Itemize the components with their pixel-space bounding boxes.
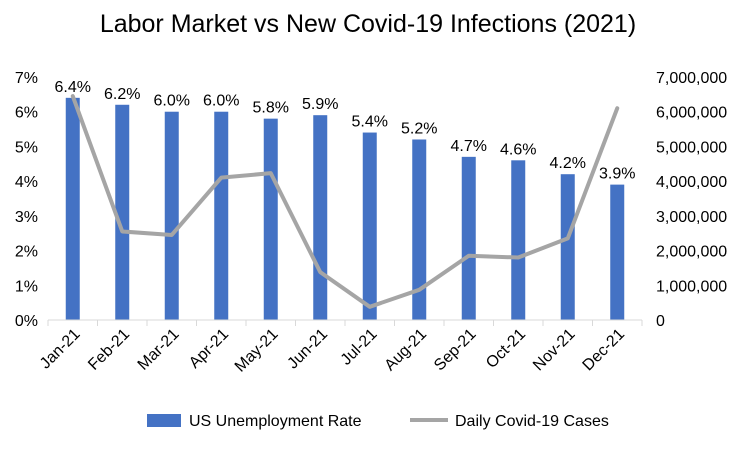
x-axis-tick-label: Mar-21	[135, 326, 183, 374]
bar-unemployment-Feb-21	[115, 104, 130, 321]
right-axis-tick-label: 3,000,000	[656, 209, 727, 226]
left-axis-tick-label: 0%	[15, 313, 38, 330]
left-axis-tick-label: 7%	[15, 70, 38, 87]
legend-label-covid: Daily Covid-19 Cases	[455, 413, 609, 430]
legend-swatch-unemployment	[147, 414, 181, 427]
data-label-Sep-21: 4.7%	[451, 138, 487, 155]
data-label-May-21: 5.8%	[253, 100, 289, 117]
data-label-Oct-21: 4.6%	[500, 141, 536, 158]
x-axis-tick-label: Nov-21	[530, 326, 579, 375]
left-axis-tick-label: 3%	[15, 209, 38, 226]
right-axis-tick-label: 6,000,000	[656, 105, 727, 122]
data-label-Dec-21: 3.9%	[599, 166, 635, 183]
right-axis-tick-label: 5,000,000	[656, 139, 727, 156]
bar-unemployment-Jul-21	[362, 132, 377, 320]
left-axis-tick-label: 1%	[15, 278, 38, 295]
right-axis-tick-label: 4,000,000	[656, 174, 727, 191]
x-axis-tick-label: Jan-21	[37, 326, 84, 373]
data-labels: 6.4% 6.2% 6.0% 6.0% 5.8% 5.9% 5.4% 5.2% 4.7% 4.6%…	[55, 79, 636, 183]
x-axis-tick-label: Sep-21	[431, 326, 480, 375]
x-axis-tick-label: Aug-21	[382, 326, 431, 375]
x-axis-tick-label: Dec-21	[580, 326, 629, 375]
x-axis-tick-label: May-21	[232, 326, 282, 376]
bar-unemployment-Mar-21	[164, 111, 179, 320]
data-label-Aug-21: 5.2%	[401, 120, 437, 137]
legend-label-unemployment: US Unemployment Rate	[189, 413, 362, 430]
right-axis-tick-label: 7,000,000	[656, 70, 727, 87]
left-axis-tick-label: 4%	[15, 174, 38, 191]
data-label-Jan-21: 6.4%	[55, 79, 91, 96]
bar-unemployment-Nov-21	[560, 174, 575, 320]
x-axis: Jan-21 Feb-21 Mar-21 Apr-21 May-21 Jun-21 Jul-…	[37, 319, 643, 376]
legend: US Unemployment Rate Daily Covid-19 Cases	[147, 413, 609, 430]
x-axis-tick-label: Apr-21	[186, 326, 232, 372]
bar-series	[65, 97, 625, 321]
bar-unemployment-Dec-21	[610, 184, 625, 320]
bar-unemployment-Apr-21	[214, 111, 229, 320]
x-axis-tick-label: Feb-21	[85, 326, 133, 374]
x-axis-tick-label: Jun-21	[284, 326, 331, 373]
right-axis-tick-label: 2,000,000	[656, 244, 727, 261]
chart-title: Labor Market vs New Covid-19 Infections …	[100, 10, 636, 38]
left-axis-tick-label: 2%	[15, 244, 38, 261]
data-label-Mar-21: 6.0%	[154, 93, 190, 110]
x-axis-tick-label: Oct-21	[483, 326, 529, 372]
bar-unemployment-Aug-21	[412, 139, 427, 320]
bar-unemployment-May-21	[263, 118, 278, 321]
right-axis-tick-label: 0	[656, 313, 665, 330]
bar-unemployment-Oct-21	[511, 160, 526, 320]
data-label-Apr-21: 6.0%	[203, 93, 239, 110]
data-label-Jun-21: 5.9%	[302, 96, 338, 113]
left-y-axis: 0% 1% 2% 3% 4% 5% 6% 7%	[15, 70, 38, 330]
left-axis-tick-label: 6%	[15, 105, 38, 122]
data-label-Jul-21: 5.4%	[352, 114, 388, 131]
bar-unemployment-Sep-21	[461, 156, 476, 320]
x-axis-tick-label: Jul-21	[338, 326, 381, 369]
bar-unemployment-Jan-21	[65, 97, 80, 320]
line-series	[70, 94, 620, 309]
bar-unemployment-Jun-21	[313, 115, 328, 320]
data-label-Feb-21: 6.2%	[104, 86, 140, 103]
line-daily-covid-cases	[70, 94, 620, 309]
data-label-Nov-21: 4.2%	[550, 155, 586, 172]
right-y-axis: 0 1,000,000 2,000,000 3,000,000 4,000,000 5,0…	[656, 70, 727, 330]
left-axis-tick-label: 5%	[15, 139, 38, 156]
right-axis-tick-label: 1,000,000	[656, 278, 727, 295]
